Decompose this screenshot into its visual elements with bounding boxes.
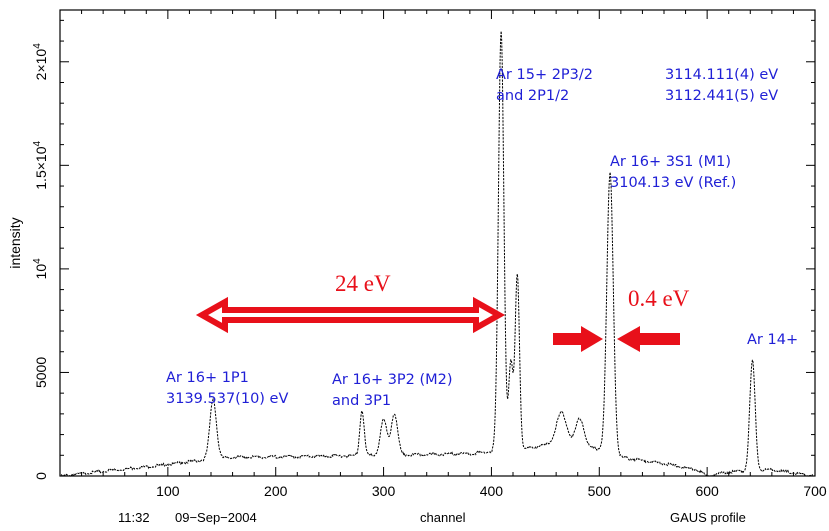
annotation-a2-line: Ar 16+ 3P2 (M2) [332,372,453,388]
annotation-a2-line: and 3P1 [332,393,391,409]
annotation-a4-line: 3112.441(5) eV [665,88,778,104]
x-tick-label: 500 [588,483,612,499]
y-tick-label: 104 [32,258,49,280]
right-arrow [553,326,603,352]
annotation-a6-line: Ar 14+ [747,332,798,348]
plot-frame [59,9,816,477]
annotation-0-4ev: 0.4 eV [628,286,690,311]
x-tick-label: 200 [264,483,288,499]
annotation-a3-line: and 2P1/2 [496,88,569,104]
x-tick-label: 700 [803,483,827,499]
x-tick-label: 300 [372,483,396,499]
annotation-a5-line: 3104.13 eV (Ref.) [610,175,736,191]
y-tick-label: 1.5×104 [32,141,49,190]
annotation-a4-line: 3114.111(4) eV [665,67,778,83]
y-tick-labels: 0 5000 104 1.5×104 2×104 [32,43,49,480]
x-axis-label: channel [420,510,466,525]
annotation-a1-line: Ar 16+ 1P1 [166,370,249,386]
y-tick-label: 0 [33,472,49,480]
annotations-red: 24 eV 0.4 eV [195,271,690,352]
footer-date: 09−Sep−2004 [175,510,257,525]
left-arrow [617,326,680,352]
footer-profile: GAUS profile [670,510,746,525]
footer: 11:32 09−Sep−2004 channel GAUS profile [118,510,746,525]
y-tick-label: 5000 [33,357,49,388]
annotation-a3-line: Ar 15+ 2P3/2 [496,67,593,83]
y-tick-label: 2×104 [32,43,49,81]
footer-time: 11:32 [118,510,150,525]
series-layer [60,31,813,477]
annotations-blue: Ar 16+ 1P1 3139.537(10) eV Ar 16+ 3P2 (M2)… [166,67,798,409]
x-tick-label: 400 [480,483,504,499]
spectrum-line [60,31,813,477]
x-tick-label: 600 [695,483,719,499]
x-tick-label: 100 [156,483,180,499]
double-arrow [195,296,506,334]
x-tick-labels: 100 200 300 400 500 600 700 [156,483,827,499]
ticks-layer [60,10,816,477]
annotation-24ev: 24 eV [335,271,391,296]
annotation-a1-line: 3139.537(10) eV [166,391,288,407]
annotation-a5-line: Ar 16+ 3S1 (M1) [610,154,731,170]
y-axis-label: intensity [7,217,23,268]
